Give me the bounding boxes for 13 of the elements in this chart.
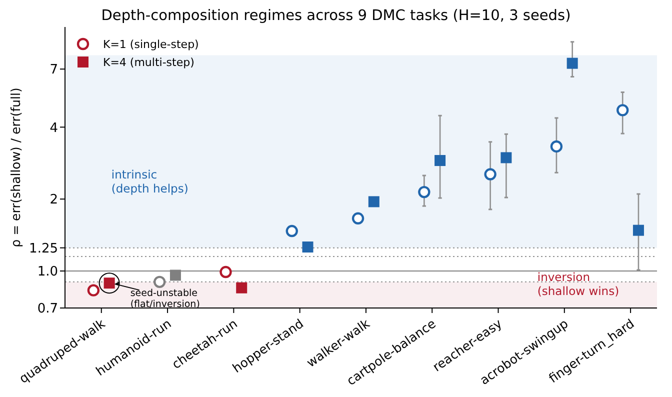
y-tick-label: 0.7 (37, 302, 58, 317)
y-tick-label: 7 (50, 62, 58, 78)
band-label: intrinsic (depth helps) (111, 167, 188, 196)
legend-label: K=4 (multi-step) (103, 56, 194, 69)
y-axis-title: ρ = err(shallow) / err(full) (8, 88, 23, 248)
y-tick-label: 4 (50, 120, 58, 136)
chart-title: Depth-composition regimes across 9 DMC tasks (H=10, 3 seeds) (101, 8, 571, 24)
y-tick-label: 1.25 (29, 241, 58, 256)
band-label: inversion (shallow wins) (537, 270, 620, 298)
y-tick-label: 2 (50, 192, 58, 208)
y-tick-label: 1.0 (37, 264, 58, 280)
legend-label: K=1 (single-step) (103, 38, 199, 51)
annotation: seed-unstable (flat/inversion) (130, 288, 200, 310)
